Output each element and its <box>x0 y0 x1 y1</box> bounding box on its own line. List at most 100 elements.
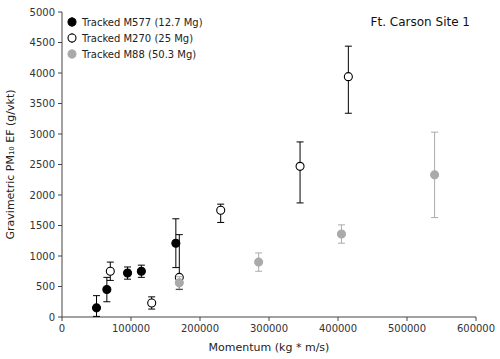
x-tick-label: 200000 <box>181 323 219 334</box>
y-tick-label: 2500 <box>30 159 55 170</box>
point <box>175 279 183 287</box>
error-cap <box>124 266 131 267</box>
y-tick-label: 1000 <box>30 251 55 262</box>
legend: Tracked M577 (12.7 Mg) Tracked M270 (25 M… <box>68 17 203 60</box>
y-tick <box>58 73 62 74</box>
error-bar <box>217 204 224 222</box>
y-tick <box>58 42 62 43</box>
x-tick <box>62 317 63 321</box>
series <box>106 46 352 309</box>
error-cap <box>124 279 131 280</box>
x-tick-label: 500000 <box>388 323 426 334</box>
legend-marker <box>68 50 76 58</box>
error-bar <box>338 225 345 243</box>
error-cap <box>297 141 304 142</box>
error-bar <box>148 297 155 309</box>
y-tick <box>58 134 62 135</box>
x-tick <box>200 317 201 321</box>
y-tick-label: 5000 <box>30 7 55 18</box>
point <box>296 162 304 170</box>
y-tick <box>58 317 62 318</box>
error-cap <box>93 295 100 296</box>
x-tick <box>131 317 132 321</box>
y-tick <box>58 164 62 165</box>
error-bar <box>103 277 110 301</box>
y-tick-label: 3500 <box>30 98 55 109</box>
point <box>103 286 111 294</box>
point <box>344 73 352 81</box>
error-cap <box>338 224 345 225</box>
legend-label: Tracked M88 (50.3 Mg) <box>81 49 196 60</box>
series <box>175 132 438 289</box>
x-axis-label: Momentum (kg * m/s) <box>209 341 330 354</box>
error-bar <box>172 219 179 268</box>
y-tick-label: 500 <box>36 281 55 292</box>
chart: 0100000200000300000400000500000600000050… <box>0 0 500 359</box>
legend-label: Tracked M577 (12.7 Mg) <box>81 17 203 28</box>
error-bar <box>431 132 438 217</box>
x-tick <box>269 317 270 321</box>
x-tick-label: 400000 <box>319 323 357 334</box>
error-cap <box>345 46 352 47</box>
point <box>124 269 132 277</box>
y-tick <box>58 195 62 196</box>
point <box>337 230 345 238</box>
x-tick <box>407 317 408 321</box>
x-tick-label: 0 <box>59 323 65 334</box>
y-tick-label: 1500 <box>30 220 55 231</box>
error-bar <box>176 235 183 290</box>
x-tick <box>338 317 339 321</box>
error-cap <box>138 277 145 278</box>
y-tick <box>58 256 62 257</box>
x-tick-label: 600000 <box>457 323 495 334</box>
error-cap <box>431 217 438 218</box>
error-cap <box>297 202 304 203</box>
y-axis-label: Gravimetric PM₁₀ EF (g/vkt) <box>4 90 17 240</box>
y-tick-label: 2000 <box>30 190 55 201</box>
error-cap <box>338 243 345 244</box>
error-cap <box>431 132 438 133</box>
error-bar <box>255 253 262 271</box>
y-tick <box>58 12 62 13</box>
y-tick-label: 3000 <box>30 129 55 140</box>
point <box>137 267 145 275</box>
y-tick-label: 4500 <box>30 37 55 48</box>
error-stem <box>300 142 301 203</box>
axes: 0100000200000300000400000500000600000050… <box>30 7 496 335</box>
error-cap <box>176 234 183 235</box>
error-cap <box>345 113 352 114</box>
y-tick-label: 0 <box>49 312 55 323</box>
error-cap <box>255 271 262 272</box>
error-cap <box>172 218 179 219</box>
error-cap <box>107 280 114 281</box>
error-cap <box>138 265 145 266</box>
point <box>255 258 263 266</box>
legend-label: Tracked M270 (25 Mg) <box>81 33 193 44</box>
y-tick <box>58 103 62 104</box>
error-cap <box>148 296 155 297</box>
y-tick <box>58 225 62 226</box>
error-cap <box>255 252 262 253</box>
error-cap <box>103 301 110 302</box>
legend-item: Tracked M577 (12.7 Mg) <box>68 17 203 28</box>
legend-item: Tracked M88 (50.3 Mg) <box>68 49 196 60</box>
point <box>93 304 101 312</box>
error-cap <box>217 222 224 223</box>
point <box>172 239 180 247</box>
error-bar <box>138 265 145 277</box>
title: Ft. Carson Site 1 <box>371 15 470 29</box>
error-bar <box>176 277 183 289</box>
error-cap <box>176 289 183 290</box>
error-cap <box>93 316 100 317</box>
series <box>93 219 180 317</box>
y-tick-label: 4000 <box>30 68 55 79</box>
error-bar <box>93 296 100 317</box>
legend-marker <box>68 34 76 42</box>
error-bar <box>297 142 304 203</box>
error-cap <box>176 288 183 289</box>
error-cap <box>217 204 224 205</box>
point <box>106 267 114 275</box>
point <box>217 206 225 214</box>
error-bar <box>124 267 131 279</box>
legend-item: Tracked M270 (25 Mg) <box>68 33 193 44</box>
